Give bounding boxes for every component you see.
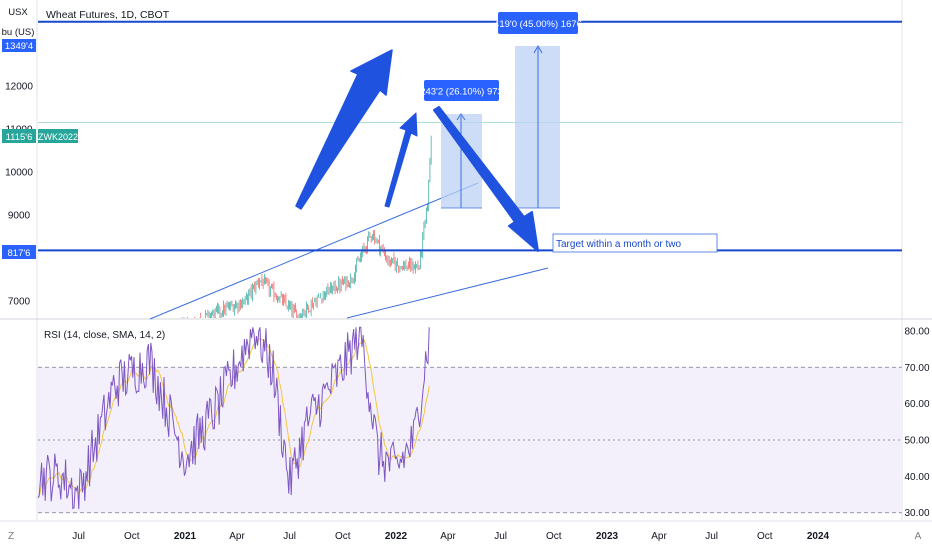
time-tick-label: 2022 — [385, 531, 408, 542]
price-tick-label: 9000 — [8, 210, 31, 221]
target-note-text: Target within a month or two — [556, 239, 681, 250]
rsi-band-lines — [38, 366, 902, 514]
price-tick-label: 7000 — [8, 296, 31, 307]
candles — [181, 135, 432, 318]
time-tick-label: Jul — [72, 531, 85, 542]
measure-small-label[interactable]: 243'2 (26.10%) 973 — [420, 80, 503, 101]
time-axis[interactable]: Jul Oct 2021 Apr Jul Oct 2022 Apr Jul Oct 2023 Apr J… — [72, 531, 829, 542]
arrow-up-small-shape — [384, 112, 418, 208]
price-tick-label: 10000 — [5, 167, 33, 178]
time-tick-label: Oct — [757, 531, 773, 542]
last-price-badge-bg — [2, 129, 36, 143]
rsi-tick-label: 70.00 — [904, 363, 929, 374]
measure-large[interactable] — [515, 44, 560, 209]
measure-small-label-bg — [424, 80, 499, 101]
measure-large-arrowhead — [533, 44, 543, 54]
rsi-axis[interactable]: 80.00 70.00 60.00 50.00 40.00 30.00 — [904, 326, 929, 519]
symbol-badge-bg — [38, 129, 78, 143]
chart-title[interactable]: Wheat Futures, 1D, CBOT — [46, 9, 170, 21]
support-badge-bg — [2, 245, 36, 259]
measure-small-arrowhead — [456, 113, 466, 121]
rsi-tick-label: 80.00 — [904, 326, 929, 337]
last-price-badge[interactable]: 1115'6 ZWK2022 — [2, 129, 78, 143]
last-price-badge-text: 1115'6 — [6, 132, 33, 143]
symbol-badge-text: ZWK2022 — [38, 132, 78, 142]
time-tick-label: 2024 — [807, 531, 830, 542]
rsi-title[interactable]: RSI (14, close, SMA, 14, 2) — [44, 330, 165, 341]
auto-scale-toggle[interactable]: A — [915, 531, 922, 542]
rsi-tick-label: 30.00 — [904, 508, 929, 519]
arrow-up-small[interactable] — [384, 112, 418, 208]
time-tick-label: Apr — [440, 531, 456, 542]
time-tick-label: Oct — [546, 531, 562, 542]
currency-label: USX — [8, 7, 28, 18]
arrow-up-large-shape — [295, 49, 393, 210]
arrow-up-large[interactable] — [295, 49, 393, 210]
arrow-down-shape — [433, 106, 539, 252]
time-tick-label: Jul — [494, 531, 507, 542]
measure-large-label[interactable]: 419'0 (45.00%) 1676 — [494, 12, 582, 34]
rsi-line — [37, 326, 430, 510]
target-note[interactable]: Target within a month or two — [552, 233, 718, 253]
target-note-box — [552, 233, 718, 253]
time-tick-label: Apr — [229, 531, 245, 542]
time-tick-label: Apr — [651, 531, 667, 542]
support-badge[interactable]: 817'6 — [2, 245, 36, 259]
time-tick-label: 2023 — [596, 531, 619, 542]
measure-large-label-text: 419'0 (45.00%) 1676 — [494, 19, 582, 30]
timezone-toggle[interactable]: Z — [8, 531, 14, 542]
support-badge-text: 817'6 — [8, 248, 31, 259]
arrow-down[interactable] — [433, 106, 539, 252]
time-tick-label: Jul — [283, 531, 296, 542]
resistance-badge[interactable]: 1349'4 — [2, 39, 36, 52]
rsi-tick-label: 50.00 — [904, 436, 929, 447]
resistance-badge-text: 1349'4 — [5, 41, 33, 52]
resistance-badge-bg — [2, 39, 36, 52]
rsi-tick-label: 40.00 — [904, 472, 929, 483]
measure-large-label-bg — [498, 12, 578, 34]
rsi-tick-label: 60.00 — [904, 399, 929, 410]
time-tick-label: Oct — [335, 531, 351, 542]
channel-lower-line[interactable] — [346, 267, 549, 319]
time-tick-label: Jul — [705, 531, 718, 542]
price-tick-label: 12000 — [5, 81, 33, 92]
time-tick-label: 2021 — [174, 531, 197, 542]
unit-label: bu (US) — [2, 27, 35, 38]
time-tick-label: Oct — [124, 531, 140, 542]
measure-small-label-text: 243'2 (26.10%) 973 — [420, 87, 503, 98]
